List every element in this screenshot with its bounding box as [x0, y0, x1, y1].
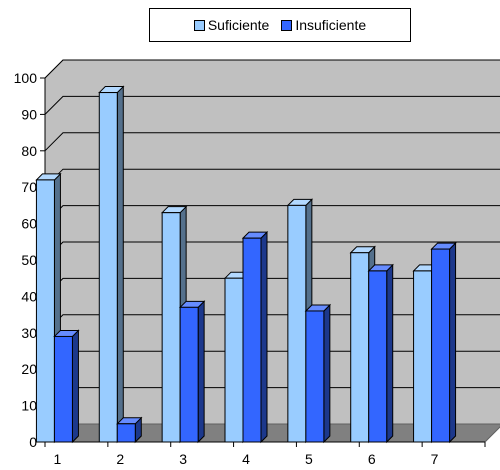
bar-front	[161, 212, 181, 443]
y-tick-label: 50	[21, 252, 37, 268]
y-tick-label: 10	[21, 398, 37, 414]
y-tick-label: 100	[14, 70, 38, 86]
bar-front	[368, 270, 388, 443]
bar-insuficiente-5	[304, 303, 332, 444]
bar-side	[71, 329, 79, 444]
bar-front	[413, 270, 433, 443]
x-tick-label: 4	[242, 451, 250, 467]
bar-front	[242, 237, 262, 443]
bar-front	[224, 277, 244, 443]
bar-side	[260, 230, 268, 444]
bar-side	[323, 303, 331, 444]
bar-front	[98, 92, 118, 443]
legend-swatch-suficiente	[193, 19, 205, 31]
bar-front	[179, 306, 199, 443]
x-tick-label: 5	[305, 451, 313, 467]
legend-swatch-insuficiente	[281, 19, 293, 31]
bar-insuficiente-4	[241, 230, 269, 444]
x-tick-label: 1	[54, 451, 62, 467]
x-tick-label: 3	[179, 451, 187, 467]
bar-insuficiente-7	[430, 241, 457, 444]
gridline	[44, 95, 500, 115]
x-tick-label: 2	[116, 451, 124, 467]
bar-front	[431, 248, 451, 443]
chart-legend: Suficiente Insuficiente	[149, 8, 411, 42]
bar-insuficiente-3	[178, 300, 206, 444]
y-tick-label: 40	[21, 288, 37, 304]
x-tick-label: 7	[431, 451, 439, 467]
y-tick-label: 30	[21, 325, 37, 341]
gridline	[44, 59, 500, 79]
y-tick-label: 90	[21, 106, 37, 122]
bar-insuficiente-6	[367, 263, 394, 444]
bar-suficiente-2	[98, 85, 125, 444]
bar-front	[305, 310, 325, 443]
bar-side	[449, 241, 457, 444]
bar-side	[386, 263, 394, 444]
legend-label-suficiente: Suficiente	[207, 17, 270, 33]
bars	[35, 85, 457, 444]
bar-front	[116, 423, 136, 443]
bar-front	[35, 179, 55, 443]
bar-front	[287, 204, 307, 443]
y-tick-label: 0	[29, 434, 37, 450]
y-tick-label: 20	[21, 361, 37, 377]
bar-side	[116, 85, 124, 444]
bar-insuficiente-2	[116, 416, 143, 444]
y-tick-label: 60	[21, 216, 37, 232]
legend-item-suficiente: Suficiente	[193, 17, 270, 33]
y-tick-label: 80	[21, 143, 37, 159]
bar-insuficiente-1	[53, 329, 80, 444]
y-tick-label: 70	[21, 179, 37, 195]
legend-label-insuficiente: Insuficiente	[295, 17, 367, 33]
x-tick-label: 6	[368, 451, 376, 467]
bar-front	[53, 335, 73, 443]
gridline	[44, 132, 500, 152]
legend-item-insuficiente: Insuficiente	[281, 17, 366, 33]
bar-front	[350, 252, 370, 443]
bar-side	[197, 300, 205, 444]
